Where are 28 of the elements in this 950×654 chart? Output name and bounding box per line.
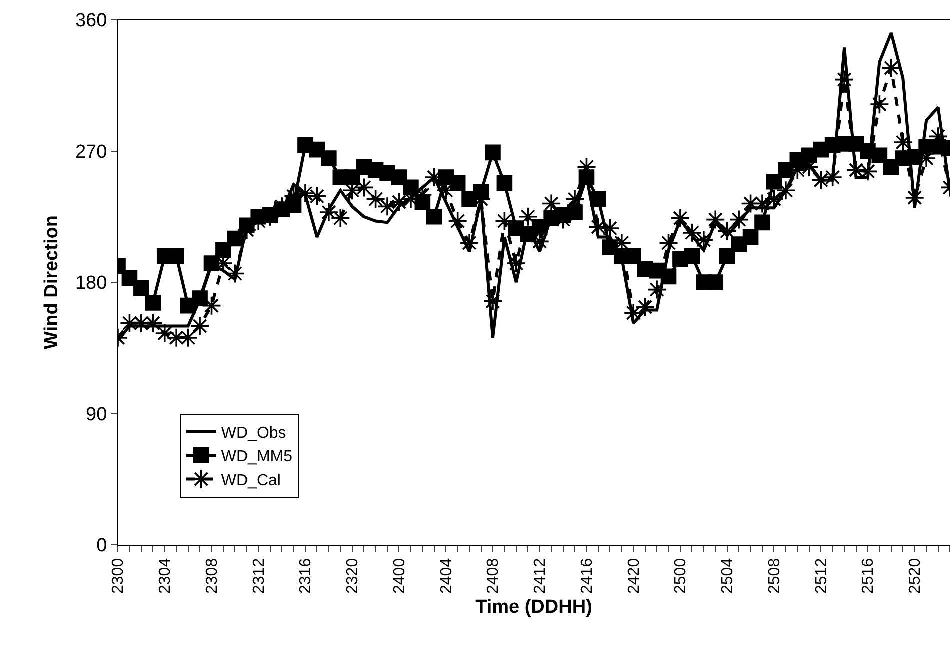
x-tick-label: 2404: [438, 558, 456, 594]
y-tick-label: 180: [75, 273, 108, 294]
y-tick-label: 90: [86, 404, 108, 426]
x-tick-label: 2308: [204, 558, 221, 594]
x-tick-label: 2400: [391, 558, 408, 594]
x-tick-label: 2412: [532, 558, 550, 594]
x-tick-label: 2420: [626, 558, 643, 594]
y-tick-label: 270: [75, 142, 108, 163]
x-tick-label: 2408: [485, 558, 502, 594]
x-tick-label: 2520: [907, 558, 924, 594]
x-tick-label: 2516: [860, 558, 878, 594]
legend-label: WD_MM5: [221, 448, 293, 466]
x-tick-label: 2416: [578, 558, 596, 594]
y-axis-title: Wind Direction: [41, 216, 62, 350]
x-tick-label: 2316: [298, 558, 315, 594]
legend-label: WD_Obs: [221, 424, 286, 442]
x-tick-label: 2500: [672, 558, 690, 594]
x-tick-label: 2304: [157, 558, 174, 594]
x-axis-title: Time (DDHH): [476, 596, 592, 618]
x-tick-label: 2320: [344, 558, 362, 594]
x-tick-label: 2508: [766, 558, 784, 594]
legend-label: WD_Cal: [221, 472, 281, 490]
y-tick-label: 360: [75, 10, 108, 32]
x-tick-label: 2300: [110, 558, 128, 594]
y-tick-label: 0: [96, 536, 108, 557]
x-tick-label: 2312: [250, 558, 268, 594]
x-tick-label: 2512: [813, 558, 830, 594]
x-tick-label: 2504: [720, 558, 737, 594]
